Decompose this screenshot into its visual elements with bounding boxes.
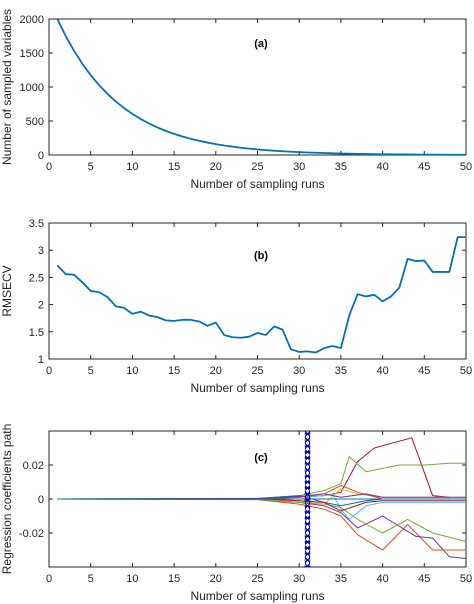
x-tick-label: 30 [293, 365, 305, 377]
series-line-1 [56, 236, 466, 354]
y-tick-label: 3.5 [29, 218, 44, 230]
x-tick-label: 20 [210, 161, 222, 173]
y-tick-label: 0 [38, 150, 44, 162]
x-tick-label: 45 [418, 161, 430, 173]
y-tick-label: 2000 [20, 14, 44, 26]
x-tick-label: 0 [46, 573, 52, 585]
x-tick-label: 25 [251, 161, 263, 173]
x-tick-label: 40 [376, 161, 388, 173]
x-tick-label: 50 [460, 573, 472, 585]
x-tick-label: 25 [251, 573, 263, 585]
plot-frame [48, 18, 467, 156]
plot-frame [48, 222, 467, 360]
plot-area [56, 236, 466, 354]
panel-b-chart: 0 5 10 15 20 25 30 35 40 45 50 1 1.5 2 2.5 3 3.5 Number o… [0, 218, 472, 395]
x-tick-label: 5 [88, 573, 94, 585]
series-line-11 [57, 493, 466, 500]
x-tick-label: 20 [210, 365, 222, 377]
y-tick-label: 0.02 [23, 460, 44, 472]
x-axis-label: Number of sampling runs [190, 177, 324, 191]
x-tick-label: 25 [251, 365, 263, 377]
x-tick-label: 35 [335, 573, 347, 585]
y-tick-label: 1 [38, 354, 44, 366]
x-tick-label: 0 [46, 365, 52, 377]
y-tick-label: 500 [26, 116, 44, 128]
x-tick-label: 15 [168, 365, 180, 377]
series-line-5 [57, 498, 466, 542]
x-tick-label: 45 [418, 573, 430, 585]
x-axis-label: Number of sampling runs [190, 589, 324, 603]
y-tick-label: 1500 [20, 48, 44, 60]
y-tick-label: -0.02 [19, 528, 44, 540]
y-tick-label: 3 [38, 245, 44, 257]
panel-c-chart: 0 5 10 15 20 25 30 35 40 45 50 -0.02 0 0.02 Number of … [0, 424, 472, 603]
panel-tag: (a) [254, 38, 268, 50]
x-tick-label: 40 [376, 573, 388, 585]
series-line-1 [56, 19, 466, 155]
x-tick-label: 30 [293, 161, 305, 173]
y-axis-label: Number of sampled variables [0, 9, 14, 165]
x-tick-label: 50 [460, 365, 472, 377]
x-tick-label: 15 [168, 573, 180, 585]
y-tick-label: 1.5 [29, 327, 44, 339]
x-axis-label: Number of sampling runs [190, 381, 324, 395]
x-tick-label: 40 [376, 365, 388, 377]
panel-a-chart: 0 5 10 15 20 25 30 35 40 45 500500100015002000Numb… [0, 9, 472, 191]
plot-area [56, 19, 466, 155]
x-tick-label: 10 [126, 161, 138, 173]
x-tick-label: 35 [335, 161, 347, 173]
x-tick-label: 20 [210, 573, 222, 585]
panel-tag: (b) [254, 250, 268, 262]
optimal-run-marker-line [304, 431, 311, 567]
x-tick-label: 5 [88, 365, 94, 377]
x-tick-label: 0 [46, 161, 52, 173]
y-tick-label: 1000 [20, 82, 44, 94]
y-tick-label: 2.5 [29, 272, 44, 284]
y-axis-label: Regression coefficients path [0, 424, 14, 575]
y-tick-label: 0 [38, 494, 44, 506]
x-tick-label: 45 [418, 365, 430, 377]
x-tick-label: 35 [335, 365, 347, 377]
x-tick-label: 10 [126, 365, 138, 377]
panel-tag: (c) [254, 452, 268, 464]
plot-area [57, 431, 466, 567]
x-tick-label: 15 [168, 161, 180, 173]
x-tick-label: 50 [460, 161, 472, 173]
x-tick-label: 5 [88, 161, 94, 173]
x-tick-label: 30 [293, 573, 305, 585]
y-axis-label: RMSECV [0, 265, 14, 316]
y-tick-label: 2 [38, 300, 44, 312]
x-tick-label: 10 [126, 573, 138, 585]
